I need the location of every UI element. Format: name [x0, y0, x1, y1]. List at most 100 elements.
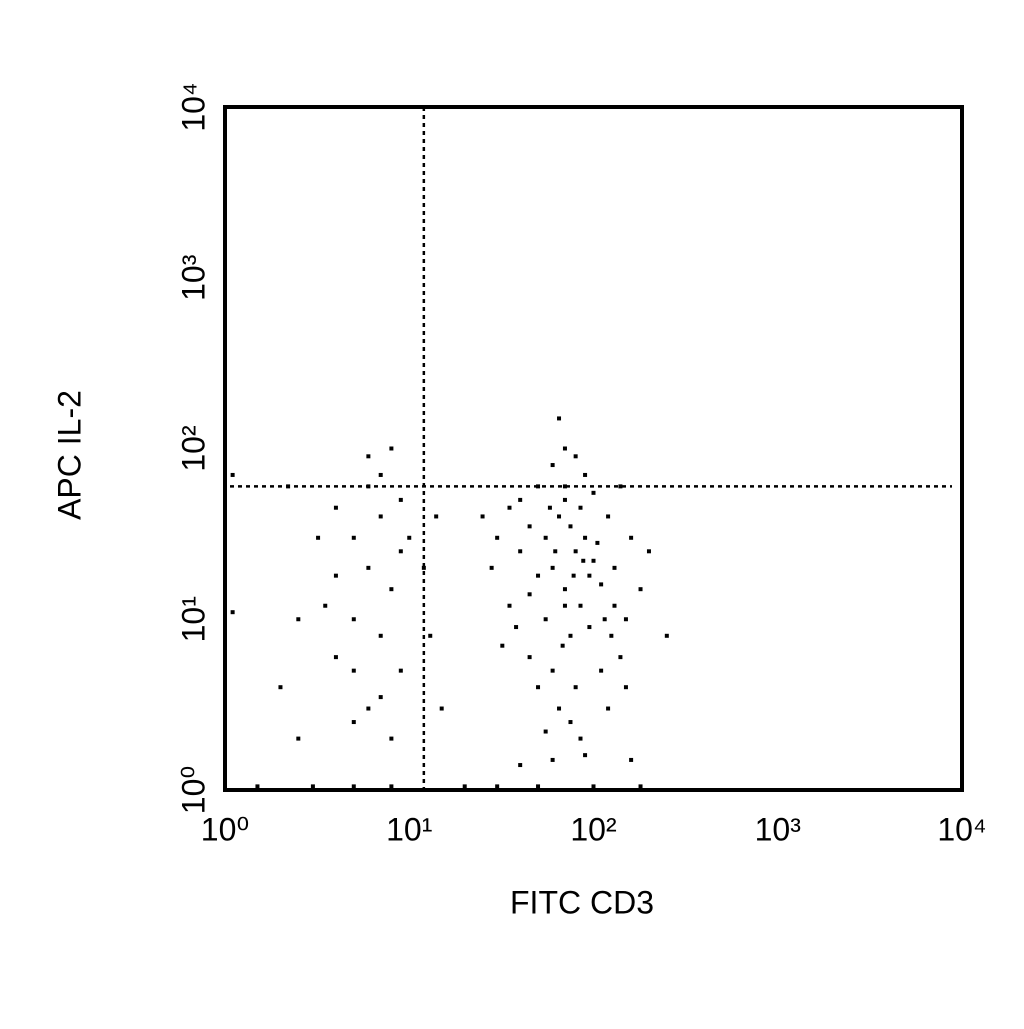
dot — [591, 784, 596, 789]
dot — [623, 685, 628, 690]
y-tick-label: 10² — [175, 425, 211, 472]
dot — [407, 535, 412, 540]
y-tick-label: 10¹ — [175, 596, 211, 642]
dot — [612, 565, 617, 570]
dot — [536, 484, 541, 489]
dot — [378, 695, 383, 700]
dot — [557, 706, 562, 711]
x-tick-label: 10² — [570, 811, 617, 847]
dot — [378, 633, 383, 638]
y-tick-label: 10⁰ — [175, 766, 211, 814]
dot — [536, 685, 541, 690]
dot — [296, 617, 301, 622]
dot — [583, 753, 588, 758]
dot — [527, 524, 532, 529]
dot — [518, 497, 523, 502]
dot — [527, 655, 532, 660]
dot — [310, 784, 315, 789]
dot — [550, 565, 555, 570]
dot — [366, 565, 371, 570]
dot — [562, 484, 567, 489]
dot — [606, 514, 611, 519]
dot — [389, 736, 394, 741]
dot — [578, 603, 583, 608]
dot — [578, 505, 583, 510]
dot — [514, 625, 519, 630]
dot — [543, 729, 548, 734]
dot — [518, 549, 523, 554]
dot — [527, 592, 532, 597]
dot — [462, 784, 467, 789]
dot — [562, 603, 567, 608]
dot — [573, 549, 578, 554]
dot — [543, 535, 548, 540]
y-axis-title: APC IL-2 — [51, 390, 87, 520]
dot — [606, 706, 611, 711]
dot — [583, 535, 588, 540]
dot — [351, 668, 356, 673]
plot-frame — [223, 105, 964, 792]
dot — [333, 655, 338, 660]
dot — [480, 514, 485, 519]
dot — [495, 535, 500, 540]
dot — [230, 472, 235, 477]
dot — [389, 784, 394, 789]
dot — [495, 784, 500, 789]
dot — [568, 633, 573, 638]
dot — [398, 668, 403, 673]
dot — [602, 617, 607, 622]
dot — [351, 535, 356, 540]
dot — [550, 463, 555, 468]
dot — [389, 446, 394, 451]
dot — [560, 643, 565, 648]
dot — [518, 763, 523, 768]
dot — [578, 736, 583, 741]
dot — [333, 505, 338, 510]
dot — [389, 587, 394, 592]
dot — [618, 655, 623, 660]
dot — [434, 514, 439, 519]
dot — [378, 472, 383, 477]
dot — [428, 633, 433, 638]
dot — [581, 558, 586, 563]
dot — [573, 685, 578, 690]
dot — [629, 757, 634, 762]
dot — [609, 633, 614, 638]
dot — [618, 484, 623, 489]
dot — [333, 573, 338, 578]
dot — [646, 549, 651, 554]
dot — [543, 617, 548, 622]
dot — [278, 685, 283, 690]
dot — [378, 514, 383, 519]
dot — [255, 784, 260, 789]
dot — [573, 454, 578, 459]
dot — [638, 784, 643, 789]
dot — [591, 558, 596, 563]
dot — [591, 490, 596, 495]
dot — [583, 472, 588, 477]
dot — [230, 610, 235, 615]
dot — [599, 668, 604, 673]
dot — [296, 736, 301, 741]
dot — [629, 535, 634, 540]
dot — [562, 446, 567, 451]
x-axis-title: FITC CD3 — [510, 884, 654, 920]
dot — [366, 706, 371, 711]
dot — [623, 617, 628, 622]
dot — [587, 625, 592, 630]
dot — [568, 524, 573, 529]
dot — [398, 549, 403, 554]
dot — [571, 573, 576, 578]
dot — [507, 603, 512, 608]
x-tick-label: 10³ — [755, 811, 802, 847]
dot — [562, 587, 567, 592]
dot — [421, 565, 426, 570]
y-tick-label: 10³ — [175, 254, 211, 301]
dot — [638, 587, 643, 592]
dot — [500, 643, 505, 648]
dot — [398, 497, 403, 502]
dot — [316, 535, 321, 540]
dot — [587, 573, 592, 578]
dot — [557, 514, 562, 519]
